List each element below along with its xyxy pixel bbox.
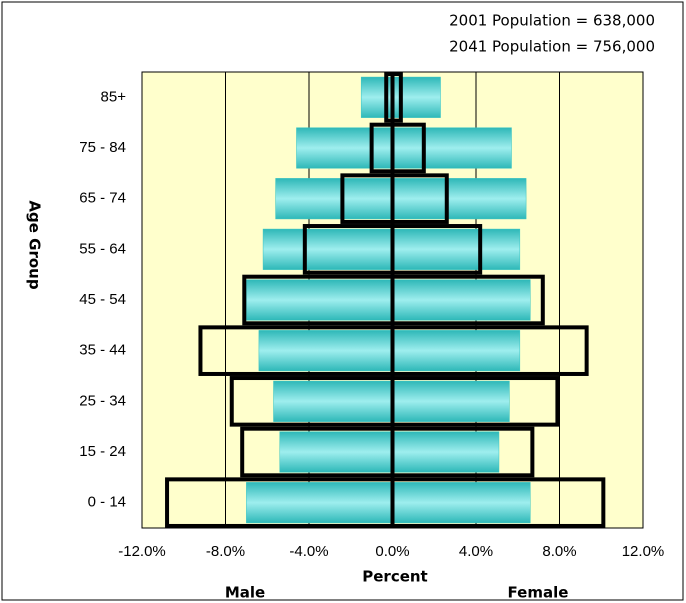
bar [392,228,521,270]
bar [392,178,527,220]
side-label: Male [225,584,265,602]
x-tick-label: 8.0% [542,543,576,560]
bar [392,330,521,372]
y-tick-label: 75 - 84 [79,139,126,156]
y-tick-label: 85+ [101,88,127,105]
bar [392,127,512,169]
y-tick-label: 15 - 24 [79,443,126,460]
y-axis-title: Age Group [26,200,44,289]
y-tick-label: 35 - 44 [79,342,126,359]
y-tick-label: 55 - 64 [79,240,126,257]
bar [279,431,393,473]
bar [246,279,393,321]
x-tick-label: 4.0% [459,543,493,560]
x-axis-title: Percent [362,568,427,586]
y-tick-label: 0 - 14 [88,494,126,511]
bar [262,228,393,270]
x-tick-label: 0.0% [375,543,409,560]
y-tick-label: 65 - 74 [79,190,126,207]
bar [273,380,393,422]
bar [275,178,393,220]
bar [392,482,531,524]
marks [165,72,606,528]
x-tick-label: -12.0% [118,543,166,560]
bar [296,127,393,169]
x-tick-label: -8.0% [206,543,245,560]
bar [392,431,500,473]
annotation: 2001 Population = 638,000 [449,12,655,30]
x-tick-label: -4.0% [289,543,328,560]
annotation: 2041 Population = 756,000 [449,38,655,56]
bar [392,279,531,321]
bar [392,380,510,422]
bar [258,330,393,372]
x-tick-label: 12.0% [622,543,665,560]
y-tick-label: 45 - 54 [79,291,126,308]
bar [246,482,393,524]
y-tick-label: 25 - 34 [79,392,126,409]
side-label: Female [508,584,569,602]
